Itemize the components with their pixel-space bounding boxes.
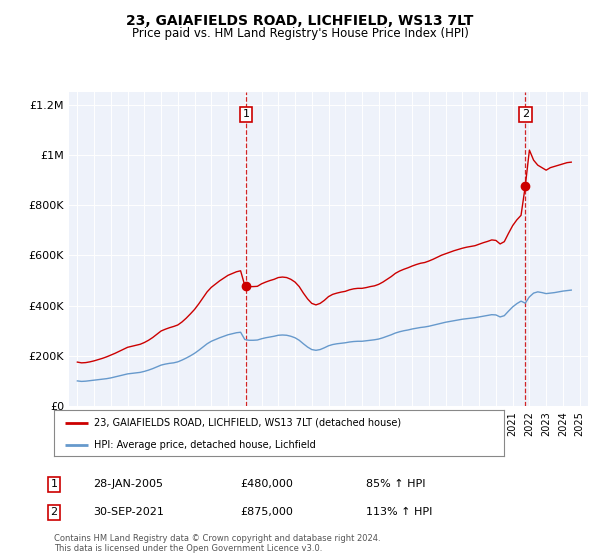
Text: 28-JAN-2005: 28-JAN-2005 xyxy=(93,479,163,489)
Text: 113% ↑ HPI: 113% ↑ HPI xyxy=(366,507,433,517)
Text: 2: 2 xyxy=(521,109,529,119)
Text: Contains HM Land Registry data © Crown copyright and database right 2024.
This d: Contains HM Land Registry data © Crown c… xyxy=(54,534,380,553)
Text: Price paid vs. HM Land Registry's House Price Index (HPI): Price paid vs. HM Land Registry's House … xyxy=(131,27,469,40)
Text: 30-SEP-2021: 30-SEP-2021 xyxy=(93,507,164,517)
Text: 23, GAIAFIELDS ROAD, LICHFIELD, WS13 7LT: 23, GAIAFIELDS ROAD, LICHFIELD, WS13 7LT xyxy=(127,14,473,28)
Text: £480,000: £480,000 xyxy=(240,479,293,489)
Text: 1: 1 xyxy=(50,479,58,489)
Text: 85% ↑ HPI: 85% ↑ HPI xyxy=(366,479,425,489)
Text: HPI: Average price, detached house, Lichfield: HPI: Average price, detached house, Lich… xyxy=(95,440,316,450)
Text: 1: 1 xyxy=(242,109,250,119)
Text: £875,000: £875,000 xyxy=(240,507,293,517)
Text: 23, GAIAFIELDS ROAD, LICHFIELD, WS13 7LT (detached house): 23, GAIAFIELDS ROAD, LICHFIELD, WS13 7LT… xyxy=(95,418,401,428)
Text: 2: 2 xyxy=(50,507,58,517)
